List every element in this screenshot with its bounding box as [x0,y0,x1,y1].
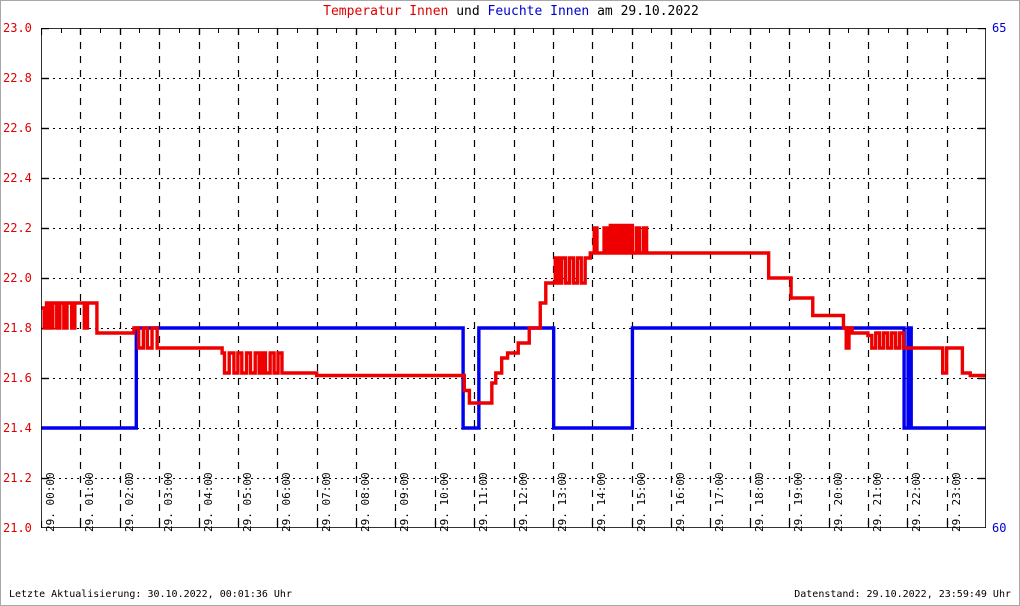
y2-axis-tick-label: 65 [992,21,1007,35]
series-line-temperature [41,223,986,405]
x-axis-tick-label: 29. 19:00 [792,472,806,532]
x-axis-tick-label: 29. 12:00 [516,472,530,532]
chart-title: Temperatur Innen und Feuchte Innen am 29… [1,4,1020,19]
series-line-humidity [41,326,986,430]
x-axis-tick-label: 29. 06:00 [280,472,294,532]
x-axis-tick-label: 29. 10:00 [437,472,451,532]
last-update-text: Letzte Aktualisierung: 30.10.2022, 00:01… [9,589,292,600]
plot-area [41,28,986,528]
x-axis-tick-label: 29. 00:00 [44,472,57,532]
title-conjunction: und [448,4,488,19]
plot-svg [41,28,986,528]
bottom-axis-ticks [41,521,949,528]
x-axis-tick-label: 29. 09:00 [398,472,412,532]
title-series-temperature: Temperatur Innen [323,4,449,19]
x-axis-tick-label: 29. 17:00 [713,472,727,532]
plot-background [41,28,986,528]
x-axis-tick-label: 29. 16:00 [674,472,687,532]
x-axis-tick-label: 29. 02:00 [122,472,136,532]
x-axis-tick-label: 29. 07:00 [319,472,333,532]
title-date-suffix: am 29.10.2022 [589,4,699,19]
y2-axis-tick-label: 60 [992,521,1007,535]
x-axis-tick-label: 29. 20:00 [831,472,845,532]
x-axis-tick-label: 29. 08:00 [359,472,372,532]
x-axis-tick-label: 29. 23:00 [949,472,963,532]
x-axis-tick-label: 29. 15:00 [634,472,648,532]
x-axis-tick-label: 29. 03:00 [162,472,176,532]
title-series-humidity: Feuchte Innen [487,4,590,19]
x-axis-tick-label: 29. 11:00 [477,472,491,532]
x-axis-tick-label: 29. 22:00 [910,472,924,532]
x-axis-tick-label: 29. 21:00 [870,472,884,532]
x-axis-tick-label: 29. 05:00 [240,472,254,532]
x-axis-tick-label: 29. 14:00 [595,472,609,532]
data-timestamp-text: Datenstand: 29.10.2022, 23:59:49 Uhr [794,589,1011,600]
x-axis-tick-label: 29. 04:00 [201,472,215,532]
x-axis-tick-label: 29. 18:00 [752,472,766,532]
top-axis-ticks [41,28,967,35]
x-axis-tick-label: 29. 13:00 [555,472,569,532]
x-axis-tick-label: 29. 01:00 [83,472,97,532]
